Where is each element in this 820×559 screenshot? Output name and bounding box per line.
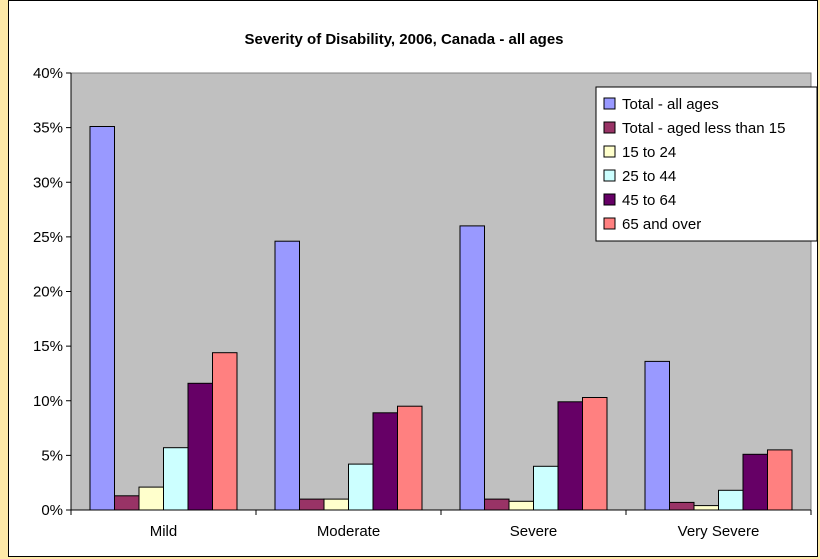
bars-group: [89, 126, 793, 511]
legend-entry: Total - all ages: [622, 96, 719, 113]
axes-group: 0% 5% 10% 15% 20% 25% 30% 35% 40% Mild Moderate Sev…: [33, 65, 812, 540]
legend-swatch: [603, 97, 616, 110]
legend-entry: 45 to 64: [622, 192, 676, 209]
bar-2-mild: [114, 495, 140, 511]
bar-5-mild: [187, 382, 213, 511]
legend-swatch: [603, 193, 616, 206]
bar-3-moderate: [323, 498, 349, 511]
bar-5-moderate: [372, 412, 398, 511]
y-tick-label: 0%: [41, 502, 63, 519]
legend-entry: Total - aged less than 15: [622, 120, 785, 137]
legend-swatch: [603, 145, 616, 158]
bar-3-mild: [138, 486, 164, 511]
x-tick-label-very-severe: Very Severe: [678, 523, 760, 540]
x-tick-label-moderate: Moderate: [317, 523, 380, 540]
legend-swatch: [603, 121, 616, 134]
bar-6-very-severe: [767, 449, 793, 511]
y-tick-label: 15%: [33, 338, 63, 355]
bar-6-mild: [212, 352, 238, 511]
y-tick-label: 5%: [41, 447, 63, 464]
bar-1-mild: [89, 126, 115, 511]
bar-2-moderate: [299, 498, 325, 511]
legend: Total - all ages Total - aged less than 1…: [595, 86, 817, 242]
legend-swatch: [603, 217, 616, 230]
chart-title: Severity of Disability, 2006, Canada - a…: [244, 31, 563, 48]
legend-swatch: [603, 169, 616, 182]
bar-chart: Severity of Disability, 2006, Canada - a…: [33, 31, 817, 540]
bar-1-moderate: [274, 240, 300, 511]
x-tick-label-severe: Severe: [510, 523, 558, 540]
y-tick-label: 25%: [33, 229, 63, 246]
y-tick-label: 30%: [33, 174, 63, 191]
bar-4-very-severe: [718, 489, 744, 511]
x-tick-label-mild: Mild: [150, 523, 178, 540]
bar-4-moderate: [348, 463, 374, 511]
y-tick-label: 35%: [33, 120, 63, 137]
legend-entry: 25 to 44: [622, 168, 676, 185]
bar-1-severe: [459, 225, 485, 511]
bar-2-very-severe: [669, 501, 695, 511]
bar-4-mild: [163, 447, 189, 511]
y-tick-label: 40%: [33, 65, 63, 82]
legend-box: [595, 86, 817, 242]
bar-3-severe: [508, 500, 534, 511]
legend-entry: 65 and over: [622, 216, 701, 233]
bar-5-severe: [557, 401, 583, 511]
bar-6-moderate: [397, 405, 423, 511]
bar-2-severe: [484, 498, 510, 511]
bar-6-severe: [582, 397, 608, 511]
chart-frame: Severity of Disability, 2006, Canada - a…: [8, 0, 818, 557]
bar-5-very-severe: [742, 453, 768, 511]
y-tick-label: 20%: [33, 284, 63, 301]
bar-1-very-severe: [644, 360, 670, 511]
bar-3-very-severe: [693, 505, 719, 511]
legend-entry: 15 to 24: [622, 144, 676, 161]
bar-4-severe: [533, 465, 559, 511]
y-tick-label: 10%: [33, 393, 63, 410]
